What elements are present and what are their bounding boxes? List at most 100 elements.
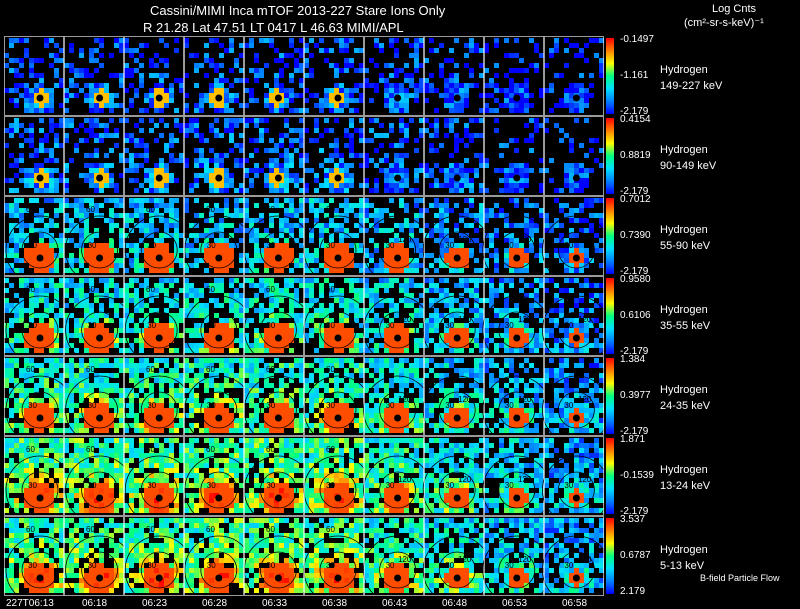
intensity-cell (454, 73, 459, 78)
intensity-cell (524, 333, 529, 338)
intensity-cell (299, 283, 304, 288)
intensity-cell (154, 63, 159, 68)
intensity-cell (159, 328, 164, 333)
intensity-cell (109, 223, 114, 228)
panel-border (64, 276, 124, 356)
intensity-cell (344, 128, 349, 133)
intensity-cell (344, 103, 349, 108)
intensity-cell (114, 288, 119, 293)
intensity-cell (469, 43, 474, 48)
intensity-cell (299, 403, 304, 408)
intensity-cell (534, 68, 539, 73)
intensity-cell (304, 43, 309, 48)
intensity-cell (254, 98, 259, 103)
intensity-cell (49, 348, 54, 353)
intensity-cell (104, 383, 109, 388)
contour-label: 30 (326, 401, 335, 410)
intensity-cell (299, 118, 304, 123)
intensity-cell (219, 178, 224, 183)
intensity-cell (14, 358, 19, 363)
intensity-cell (379, 328, 384, 333)
intensity-cell (399, 108, 404, 113)
intensity-cell (154, 283, 159, 288)
intensity-cell (219, 268, 224, 273)
intensity-cell (339, 163, 344, 168)
intensity-cell (459, 308, 464, 313)
intensity-cell (279, 133, 284, 138)
intensity-cell (569, 228, 574, 233)
intensity-cell (479, 118, 484, 123)
intensity-cell (234, 308, 239, 313)
intensity-cell (134, 93, 139, 98)
intensity-cell (174, 408, 179, 413)
intensity-cell (344, 368, 349, 373)
intensity-cell (139, 343, 144, 348)
intensity-cell (104, 398, 109, 403)
intensity-cell (249, 373, 254, 378)
intensity-cell (24, 278, 29, 283)
intensity-cell (49, 238, 54, 243)
intensity-cell (359, 373, 364, 378)
intensity-cell (434, 288, 439, 293)
intensity-cell (264, 228, 269, 233)
intensity-cell (184, 428, 189, 433)
intensity-cell (4, 178, 9, 183)
intensity-cell (24, 253, 29, 258)
intensity-cell (199, 173, 204, 178)
intensity-cell (269, 323, 274, 328)
contour-label: 60 (266, 285, 275, 294)
saturn-marker (334, 414, 342, 422)
intensity-cell (14, 268, 19, 273)
intensity-cell (89, 413, 94, 418)
intensity-cell (174, 213, 179, 218)
intensity-cell (99, 163, 104, 168)
intensity-cell (344, 178, 349, 183)
intensity-cell (384, 333, 389, 338)
intensity-cell (114, 143, 119, 148)
intensity-cell (44, 93, 49, 98)
intensity-cell (494, 263, 499, 268)
intensity-cell (309, 168, 314, 173)
intensity-cell (124, 243, 129, 248)
intensity-cell (499, 103, 504, 108)
intensity-cell (464, 198, 469, 203)
intensity-cell (219, 78, 224, 83)
intensity-cell (329, 293, 334, 298)
intensity-cell (414, 83, 419, 88)
intensity-cell (244, 318, 249, 323)
intensity-cell (194, 308, 199, 313)
intensity-cell (239, 283, 244, 288)
intensity-cell (169, 153, 174, 158)
intensity-cell (89, 73, 94, 78)
intensity-cell (269, 428, 274, 433)
intensity-cell (519, 173, 524, 178)
intensity-cell (324, 278, 329, 283)
intensity-cell (254, 428, 259, 433)
intensity-cell (279, 168, 284, 173)
intensity-cell (104, 123, 109, 128)
intensity-cell (139, 228, 144, 233)
intensity-cell (464, 123, 469, 128)
intensity-cell (559, 128, 564, 133)
intensity-cell (349, 303, 354, 308)
intensity-cell (234, 198, 239, 203)
intensity-cell (109, 298, 114, 303)
intensity-cell (599, 73, 604, 78)
intensity-cell (84, 98, 89, 103)
saturn-marker (36, 334, 44, 342)
intensity-cell (239, 228, 244, 233)
intensity-cell (84, 343, 89, 348)
intensity-cell (329, 98, 334, 103)
intensity-cell (134, 223, 139, 228)
intensity-cell (269, 238, 274, 243)
intensity-cell (599, 263, 604, 268)
intensity-cell (219, 173, 224, 178)
intensity-cell (159, 323, 164, 328)
intensity-cell (279, 53, 284, 58)
intensity-cell (304, 153, 309, 158)
intensity-cell (289, 308, 294, 313)
intensity-cell (424, 318, 429, 323)
intensity-cell (419, 388, 424, 393)
intensity-cell (414, 363, 419, 368)
